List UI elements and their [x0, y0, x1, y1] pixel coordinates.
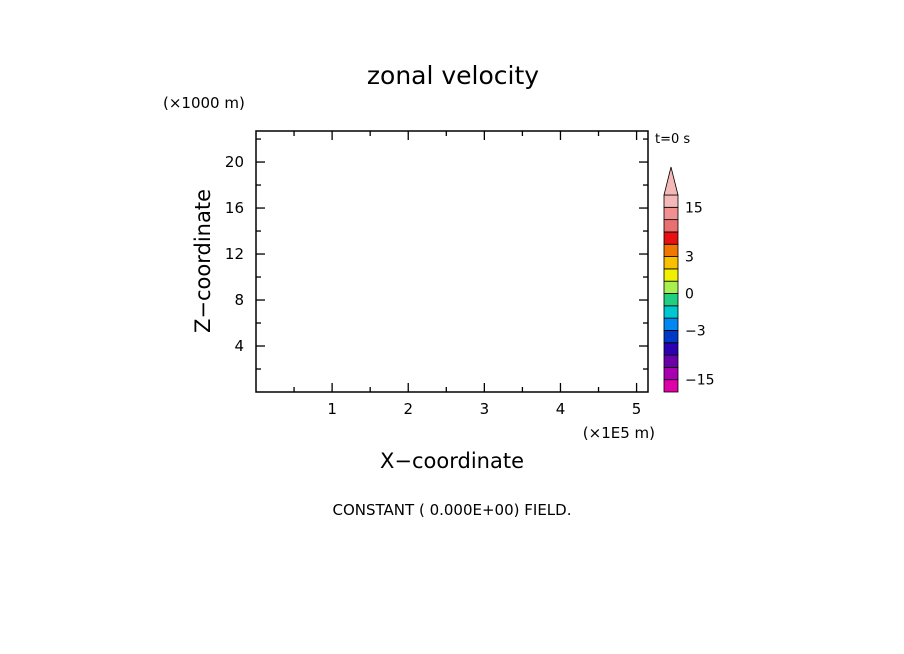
- colorbar-segment: [663, 366, 679, 381]
- time-label: t=0 s: [655, 132, 690, 147]
- constant-field-note: CONSTANT ( 0.000E+00) FIELD.: [333, 501, 572, 519]
- colorbar-segment: [663, 330, 679, 344]
- colorbar-segment: [663, 293, 679, 307]
- y-tick-label: 20: [225, 153, 244, 171]
- colorbar-segment: [663, 256, 679, 270]
- x-tick-label: 4: [556, 400, 566, 418]
- y-tick-label: 4: [234, 337, 244, 355]
- y-tick-label: 12: [225, 245, 244, 263]
- colorbar-label: 0: [685, 287, 694, 303]
- colorbar-segment: [663, 206, 679, 221]
- colorbar-segment: [663, 243, 679, 257]
- colorbar-segment: [663, 342, 679, 356]
- x-unit-label: (×1E5 m): [583, 424, 655, 442]
- plot-frame: [255, 130, 649, 393]
- y-tick-label: 8: [234, 291, 244, 309]
- colorbar-label: −3: [685, 323, 706, 339]
- x-tick-label: 3: [480, 400, 490, 418]
- colorbar-label: −15: [685, 373, 715, 389]
- x-axis: 1 2 3 4 5: [293, 131, 642, 418]
- x-tick-label: 2: [403, 400, 413, 418]
- colorbar-segment: [663, 219, 679, 233]
- colorbar: 15 3 0 −3 −15: [663, 166, 715, 393]
- chart-title: zonal velocity: [367, 61, 539, 90]
- colorbar-segment: [663, 231, 679, 245]
- colorbar-segment: [663, 280, 679, 294]
- y-unit-label: (×1000 m): [163, 94, 245, 112]
- colorbar-extension-arrow: [663, 166, 679, 196]
- colorbar-segment: [663, 379, 679, 393]
- x-tick-label: 5: [632, 400, 642, 418]
- x-tick-label: 1: [327, 400, 337, 418]
- x-axis-label: X−coordinate: [380, 449, 524, 473]
- colorbar-segment: [663, 268, 679, 282]
- colorbar-segment: [663, 317, 679, 331]
- colorbar-segment: [663, 305, 679, 319]
- colorbar-segment: [663, 194, 679, 208]
- colorbar-label: 3: [685, 250, 694, 266]
- colorbar-segment: [663, 354, 679, 368]
- colorbar-label: 15: [685, 200, 703, 216]
- y-axis-label: Z−coordinate: [191, 189, 215, 333]
- y-tick-label: 16: [225, 199, 244, 217]
- y-axis: 4 8 12 16 20: [225, 138, 648, 370]
